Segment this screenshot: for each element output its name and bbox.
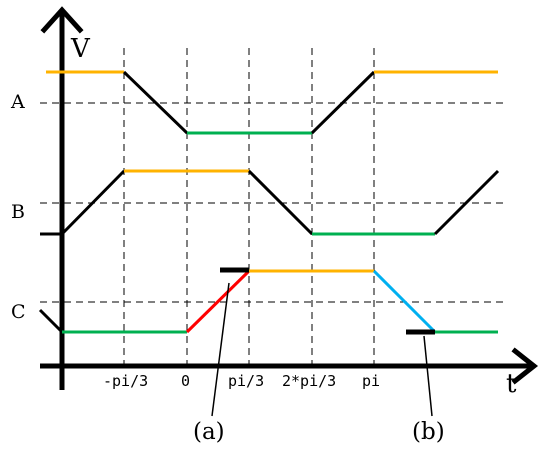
- waveform-c-fall: [372, 269, 437, 334]
- row-label-c: C: [11, 301, 26, 323]
- callout-label-a: (a): [193, 419, 225, 445]
- waveform-c-rise: [185, 269, 251, 334]
- x-axis-label: t: [506, 369, 517, 399]
- x-axis-arrow: [511, 347, 539, 385]
- labels: V t A B C -pi/3 0 pi/3 2*pi/3 pi (a) (b): [10, 34, 517, 445]
- waveform-b: [40, 169, 500, 236]
- reference-grid: [40, 48, 505, 368]
- waveform-c-start: [38, 308, 64, 334]
- axes: [40, 6, 539, 390]
- row-label-b: B: [11, 201, 25, 223]
- waveform-c: [38, 269, 498, 334]
- waveform-a-rise: [310, 70, 376, 135]
- callout-a-pointer: [211, 282, 230, 417]
- row-label-a: A: [10, 91, 25, 113]
- callout-markers: [211, 267, 435, 417]
- waveform-b-rise-right: [433, 169, 500, 236]
- waveform-b-rise: [60, 169, 126, 236]
- tick-label-neg-pi-3: -pi/3: [103, 372, 148, 390]
- waveform-b-fall: [247, 169, 314, 236]
- callout-b-pointer: [423, 335, 433, 417]
- y-axis-label: V: [70, 34, 91, 64]
- tick-label-2pi-3: 2*pi/3: [282, 372, 336, 390]
- tick-label-zero: 0: [181, 372, 190, 390]
- waveform-a-fall: [122, 70, 189, 135]
- callout-label-b: (b): [412, 419, 445, 445]
- tick-label-pi: pi: [362, 372, 380, 390]
- y-axis-arrow: [40, 6, 84, 34]
- tick-label-pi-3: pi/3: [228, 372, 264, 390]
- waveform-a: [46, 70, 498, 135]
